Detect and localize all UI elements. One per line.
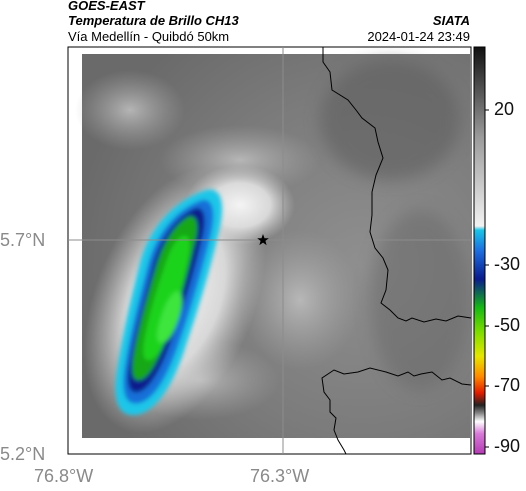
convective-cloud-system: [115, 189, 222, 416]
colorbar: [473, 46, 486, 455]
datetime-label: 2024-01-24 23:49: [367, 29, 470, 44]
location-star-icon: [257, 234, 269, 246]
lat-tick-5-2: 5.2°N: [0, 444, 46, 464]
brightness-temperature-field: [75, 54, 470, 438]
colorbar-ticks: [485, 109, 489, 448]
colorbar-label-20: 20: [494, 99, 515, 119]
colorbar-label-minus70: -70: [494, 375, 521, 395]
colorbar-label-minus30: -30: [494, 254, 521, 274]
lon-tick-76-3: 76.3°W: [250, 466, 310, 486]
lat-tick-5-7: 5.7°N: [0, 230, 46, 250]
admin-boundaries: [321, 47, 472, 455]
product-title: Temperatura de Brillo CH13: [68, 13, 239, 28]
agency-label: SIATA: [432, 13, 470, 28]
satellite-title: GOES-EAST: [68, 0, 145, 13]
region-subtitle: Vía Medellín - Quibdó 50km: [68, 29, 230, 44]
colorbar-label-minus90: -90: [494, 436, 521, 456]
lon-tick-76-8: 76.8°W: [34, 466, 94, 486]
colorbar-label-minus50: -50: [494, 315, 521, 335]
